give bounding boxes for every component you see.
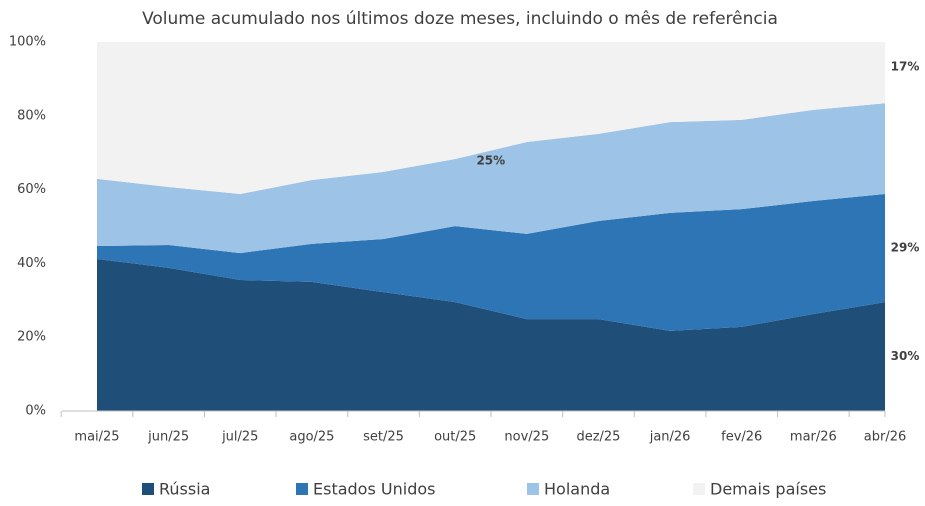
legend-swatch: [296, 483, 308, 495]
x-tick-label: jan/26: [649, 430, 691, 445]
legend-label: Holanda: [544, 480, 610, 499]
legend-swatch: [142, 483, 154, 495]
legend-label: Estados Unidos: [313, 480, 435, 499]
y-tick-label: 80%: [17, 108, 46, 123]
x-tick-label: dez/25: [576, 430, 620, 445]
area: [97, 194, 885, 331]
x-tick-label: jun/25: [147, 430, 189, 445]
data-label: 17%: [891, 60, 920, 74]
legend-swatch: [693, 483, 705, 495]
y-tick-label: 0%: [25, 404, 46, 419]
y-tick-label: 100%: [9, 35, 46, 50]
chart-title: Volume acumulado nos últimos doze meses,…: [142, 9, 778, 29]
area: [97, 42, 885, 195]
x-tick-label: fev/26: [721, 430, 762, 445]
x-tick-label: mar/26: [790, 430, 837, 445]
y-tick-label: 40%: [17, 256, 46, 271]
data-label: 25%: [476, 153, 505, 167]
legend-label: Demais países: [710, 480, 826, 499]
x-tick-label: abr/26: [864, 430, 907, 445]
x-tick-label: out/25: [434, 430, 476, 445]
legend-label: Rússia: [159, 480, 210, 499]
area: [97, 103, 885, 254]
x-tick-label: mai/25: [74, 430, 119, 445]
x-tick-label: nov/25: [504, 430, 549, 445]
x-tick-label: jul/25: [221, 430, 258, 445]
legend-swatch: [527, 483, 539, 495]
x-tick-label: ago/25: [289, 430, 334, 445]
y-tick-label: 60%: [17, 182, 46, 197]
data-label: 30%: [891, 349, 920, 363]
y-tick-label: 20%: [17, 330, 46, 345]
area: [97, 258, 885, 411]
x-tick-label: set/25: [363, 430, 404, 445]
data-label: 29%: [891, 241, 920, 255]
